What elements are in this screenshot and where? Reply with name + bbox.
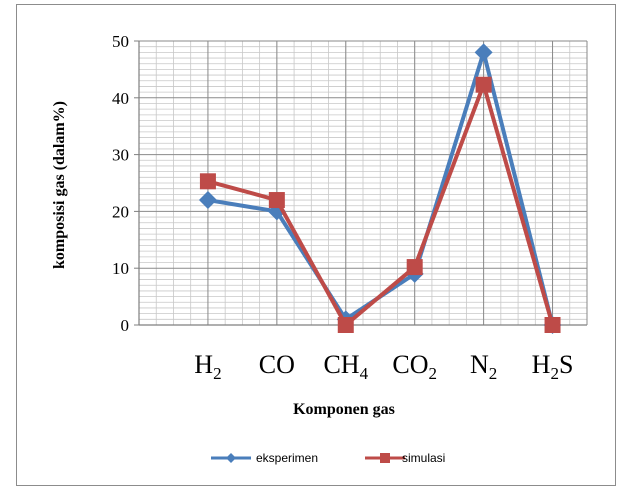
legend-item-eksperimen: eksperimen <box>211 451 318 465</box>
data-point <box>268 192 285 209</box>
series-line <box>207 82 555 327</box>
x-axis-title: Komponen gas <box>293 401 395 418</box>
x-tick-label: CH4 <box>323 350 368 383</box>
y-tick-labels: 0 10 20 30 40 50 <box>112 32 129 335</box>
data-point <box>198 191 217 210</box>
y-tick-label: 50 <box>112 32 129 51</box>
y-tick-label: 20 <box>112 202 129 221</box>
data-point <box>337 317 354 333</box>
y-tick-label: 10 <box>112 259 129 278</box>
data-point <box>406 259 423 276</box>
x-tick-labels: H2 CO CH4 CO2 N2 H2S <box>194 350 573 383</box>
series-layer <box>198 43 562 334</box>
x-tick-label: CO <box>259 350 295 379</box>
axes <box>134 40 588 326</box>
line-chart: 0 10 20 30 40 50 H2 CO CH4 CO2 N2 H2S komposisi ga… <box>51 32 588 465</box>
legend: eksperimen simulasi <box>211 451 445 465</box>
chart-frame: 0 10 20 30 40 50 H2 CO CH4 CO2 N2 H2S komposisi ga… <box>16 4 616 486</box>
series-simulasi <box>199 76 561 333</box>
legend-item-simulasi: simulasi <box>365 451 445 465</box>
y-tick-label: 0 <box>121 316 130 335</box>
data-point <box>544 317 561 333</box>
y-tick-label: 40 <box>112 89 129 108</box>
legend-label: eksperimen <box>256 451 318 465</box>
data-point <box>475 76 492 93</box>
x-tick-label: CO2 <box>392 350 437 383</box>
legend-label: simulasi <box>402 451 445 465</box>
y-tick-label: 30 <box>112 146 129 165</box>
y-axis-title: komposisi gas (dalam%) <box>51 101 68 269</box>
legend-marker <box>226 453 236 463</box>
x-tick-label: H2 <box>194 350 221 383</box>
data-point <box>474 43 493 62</box>
legend-marker <box>380 453 390 463</box>
x-tick-label: N2 <box>470 350 497 383</box>
data-point <box>199 173 216 190</box>
x-tick-label: H2S <box>532 350 574 383</box>
